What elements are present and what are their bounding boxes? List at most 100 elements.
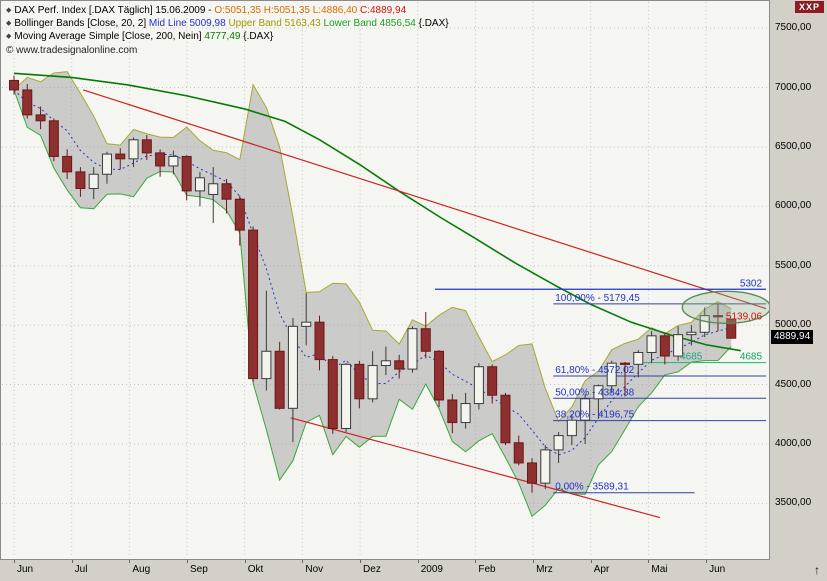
legend-segment: Moving Average Simple [Close, 200, Nein] [14,31,205,42]
x-axis-label: Sep [190,564,208,575]
legend-lines: ◆ DAX Perf. Index [.DAX Täglich] 15.06.20… [6,4,449,43]
candle-body [221,183,232,200]
chart-plot-area[interactable]: 100,00% - 5179,45 61,80% - 4572,02 50,00% … [0,0,770,560]
x-axis-label: Jun [709,564,726,575]
y-axis-label: 7000,00 [775,81,812,93]
legend-line-0[interactable]: ◆ DAX Perf. Index [.DAX Täglich] 15.06.20… [6,4,449,17]
candle-body [394,360,405,370]
candle-body [75,171,86,190]
candle-body [527,462,538,484]
legend-segment: Bollinger Bands [Close, 20, 2] [14,18,149,29]
candle-body [48,120,59,157]
line-value-label: 4685 [740,352,763,363]
x-axis-label: Mai [651,564,668,575]
xxp-badge: XXP [794,1,824,13]
candle-body [540,449,551,484]
y-axis-label: 4500,00 [775,378,812,390]
candle-body [341,363,352,430]
candle-body [407,328,418,370]
candle-body [101,153,112,175]
legend-segment: C:4889,94 [360,5,407,16]
x-axis-label: Feb [478,564,496,575]
legend-segment: Upper Band 5163,43 [228,18,324,29]
time-axis[interactable]: Jun Jul Aug Sep Okt Nov Dez 2009 Feb Mrz Apr Mai Jun [0,560,770,581]
fib-level-label: 38,20% - 4196,75 [555,410,634,421]
candle-body [447,399,458,424]
line-value-label: 5302 [740,278,763,289]
ellipse-annotation[interactable] [681,290,770,325]
x-axis-tick [590,560,592,563]
trendline[interactable] [83,89,767,310]
candle-body [473,366,484,405]
candle-body [712,315,723,318]
x-axis-tick [475,560,477,563]
candle-body [633,351,644,365]
y-axis-label: 5000,00 [775,319,812,331]
candle-body [726,318,737,339]
trendline[interactable] [290,417,661,519]
candle-body [553,435,564,451]
x-axis-label: Mrz [536,564,553,575]
x-axis-tick [244,560,246,563]
candle-body [115,153,126,160]
legend-segment: DAX Perf. Index [.DAX Täglich] 15.06.200… [14,5,215,16]
y-axis-label: 7500,00 [775,22,812,34]
x-axis-tick [71,560,73,563]
candle-body [659,335,670,357]
price-chart[interactable]: 100,00% - 5179,45 61,80% - 4572,02 50,00% … [0,0,770,560]
candle-body [181,155,192,192]
y-axis-label: 4000,00 [775,437,812,449]
x-axis-label: Jun [17,564,34,575]
legend-line-1[interactable]: ◆ Bollinger Bands [Close, 20, 2] Mid Line… [6,17,449,30]
x-axis-label: Jul [74,564,88,575]
x-axis-tick [129,560,131,563]
y-axis-label: 3500,00 [775,497,812,509]
legend-segment: {.DAX} [418,18,449,29]
legend-line-2[interactable]: ◆ Moving Average Simple [Close, 200, Nein… [6,30,449,43]
candle-body [155,152,166,167]
bollinger-upper-line [13,71,732,423]
x-axis-tick [14,560,15,563]
candle-body [287,325,298,409]
x-axis-tick [417,560,419,563]
candle-body [434,350,445,401]
fib-level-label: 61,80% - 4572,02 [555,365,634,376]
legend-marker-icon: ◆ [6,33,12,40]
scroll-up-arrow[interactable]: ↑ [814,563,820,577]
candle-body [88,173,99,190]
candle-body [9,79,19,91]
candle-body [646,335,657,353]
y-axis-label: 5500,00 [775,259,812,271]
candle-body [699,315,710,333]
candle-body [487,366,498,396]
candle-body [380,360,391,367]
candle-body [314,321,325,361]
candle-body [301,321,312,327]
copyright-link[interactable]: © www.tradesignalonline.com [6,45,138,56]
x-axis-tick [648,560,650,563]
legend-segment: Lower Band 4856,54 [323,18,419,29]
candle-body [367,365,378,400]
candle-body [593,385,604,400]
legend-segment: H:5051,35 [263,5,313,16]
candle-body [248,229,259,380]
legend-segment: L:4886,40 [312,5,360,16]
x-axis-label: Apr [593,564,610,575]
fib-level-label: 50,00% - 4384,38 [555,387,634,398]
candle-body [606,362,617,387]
candle-body [208,183,219,195]
candle-body [673,334,684,357]
legend-marker-icon: ◆ [6,7,12,14]
ma200-line [13,72,741,352]
price-axis[interactable]: 4889,94 7500,00 7000,00 6500,00 6000,00 5500… [770,0,827,560]
x-axis-label: 2009 [420,564,443,575]
legend-segment: Mid Line 5009,98 [148,18,229,29]
legend-segment: 4777,49 [204,31,244,42]
x-axis-label: Aug [132,564,151,575]
x-axis-tick [187,560,189,563]
plot-background [0,0,770,560]
candle-body [500,394,511,444]
x-axis-tick [706,560,708,563]
candle-body [35,114,46,122]
line-value-label: 4685 [680,352,703,363]
